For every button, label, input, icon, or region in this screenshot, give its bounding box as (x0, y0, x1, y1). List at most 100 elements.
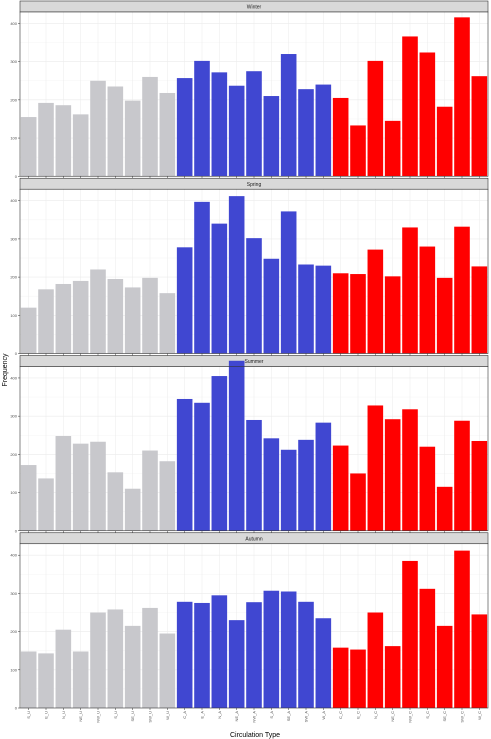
x-tick-label: W_U (165, 711, 170, 720)
bar-ne_a-autumn (228, 620, 245, 708)
bar-c_c-summer (332, 445, 349, 531)
x-tick-label: NW_A (252, 711, 257, 723)
bar-s_c-winter (419, 52, 436, 177)
bar-w_u-spring (159, 293, 176, 354)
x-tick-label: S_U (26, 711, 31, 719)
y-tick-label: 100 (10, 313, 17, 318)
bar-ne_a-summer (228, 360, 245, 531)
y-tick-label: 300 (10, 236, 17, 241)
facet-strip-label: Summer (245, 359, 264, 365)
x-tick-label: N_U (61, 711, 66, 719)
bar-ne_c-summer (384, 419, 401, 531)
bar-e_u-winter (38, 102, 54, 177)
panels-layer: Winter0100200300400Spring0100200300400Su… (10, 0, 489, 723)
bar-s_u-autumn (20, 651, 37, 708)
y-tick-label: 100 (10, 136, 17, 141)
bar-ne_a-spring (228, 196, 245, 354)
x-tick-label: NW_U (96, 711, 101, 723)
x-tick-label: C_C (338, 711, 343, 719)
x-tick-label: W_A (321, 711, 326, 720)
bar-se_u-summer (124, 488, 141, 531)
x-tick-label: SW_A (304, 711, 309, 723)
bar-s_a-winter (263, 96, 280, 177)
y-tick-label: 200 (10, 452, 17, 457)
bar-e_c-winter (350, 125, 366, 177)
y-tick-label: 0 (15, 706, 18, 711)
y-tick-label: 100 (10, 667, 17, 672)
bar-nw_a-spring (246, 238, 262, 354)
bar-se_c-winter (436, 106, 453, 177)
bar-se_a-spring (280, 211, 297, 354)
bar-se_c-autumn (436, 625, 453, 708)
x-tick-label: N_A (217, 711, 222, 719)
bar-ne_u-winter (72, 114, 89, 177)
y-tick-label: 400 (10, 198, 17, 203)
y-tick-label: 400 (10, 21, 17, 26)
bar-se_a-summer (280, 449, 297, 531)
x-tick-label: NW_C (408, 711, 413, 723)
bar-e_u-autumn (38, 653, 54, 708)
y-tick-label: 0 (15, 528, 18, 533)
facet-strip-label: Winter (247, 5, 262, 11)
y-tick-label: 400 (10, 553, 17, 558)
bar-n_a-winter (211, 72, 228, 177)
bar-nw_u-autumn (90, 612, 106, 708)
bar-sw_u-summer (142, 450, 158, 531)
bar-nw_a-winter (246, 71, 262, 177)
bar-c_a-winter (176, 78, 193, 177)
x-tick-label: S_C (425, 711, 430, 719)
bar-n_c-winter (367, 60, 384, 177)
bar-w_a-spring (315, 265, 332, 354)
x-axis-title: Circulation Type (230, 732, 280, 739)
bar-c_c-spring (332, 273, 349, 354)
bar-n_u-autumn (55, 629, 72, 708)
y-tick-label: 200 (10, 275, 17, 280)
bar-s_u-summer (20, 465, 37, 531)
bar-n_c-summer (367, 405, 384, 531)
bar-n_c-spring (367, 249, 384, 354)
y-tick-label: 400 (10, 375, 17, 380)
y-axis-title: Frequency (2, 353, 9, 387)
bar-c_c-autumn (332, 647, 349, 708)
bar-c_c-winter (332, 97, 349, 177)
x-tick-label: E_C (356, 711, 361, 719)
bar-c_a-summer (176, 398, 193, 531)
bar-w_u-autumn (159, 633, 176, 708)
x-tick-label: SE_C (442, 711, 447, 722)
bar-s_c-spring (419, 246, 436, 354)
x-tick-label: SE_U (130, 711, 135, 722)
x-tick-label: NE_A (234, 711, 239, 722)
bar-w_u-summer (159, 461, 176, 531)
bar-se_a-autumn (280, 591, 297, 708)
y-tick-label: 200 (10, 629, 17, 634)
bar-sw_u-autumn (142, 607, 158, 708)
bar-ne_c-winter (384, 120, 401, 177)
bar-se_u-autumn (124, 625, 141, 708)
bar-n_a-spring (211, 223, 228, 354)
y-tick-label: 200 (10, 97, 17, 102)
bar-nw_c-autumn (402, 560, 418, 708)
x-tick-label: W_C (477, 711, 482, 720)
facet-strip-label: Autumn (245, 536, 262, 542)
y-tick-label: 0 (15, 351, 18, 356)
x-tick-label: E_A (200, 711, 205, 719)
x-tick-label: SW_C (460, 711, 465, 723)
bar-c_a-autumn (176, 601, 193, 708)
x-tick-label: SE_A (286, 711, 291, 722)
bar-e_c-spring (350, 274, 366, 354)
bar-w_a-winter (315, 84, 332, 177)
bar-sw_a-winter (298, 89, 314, 177)
bar-c_a-spring (176, 247, 193, 354)
bar-n_a-autumn (211, 595, 228, 708)
bar-e_u-spring (38, 289, 54, 354)
bar-e_a-spring (194, 201, 210, 354)
bar-nw_c-winter (402, 36, 418, 177)
bar-s_u-autumn (107, 609, 124, 708)
bar-s_u-winter (107, 86, 124, 177)
y-tick-label: 100 (10, 490, 17, 495)
y-tick-label: 300 (10, 59, 17, 64)
bar-nw_u-winter (90, 80, 106, 177)
bar-nw_a-summer (246, 419, 262, 531)
bar-w_a-autumn (315, 618, 332, 708)
bar-s_u-spring (107, 279, 124, 354)
